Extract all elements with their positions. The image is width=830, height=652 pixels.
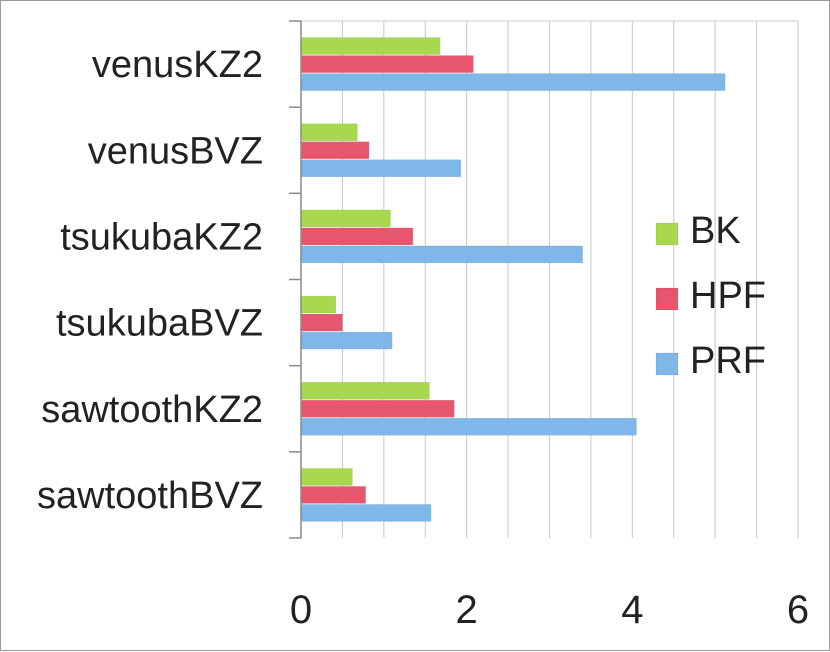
bar-bk-venusBVZ (300, 123, 358, 141)
bar-prf-sawtoothBVZ (300, 504, 432, 522)
bar-hpf-tsukubaBVZ (300, 313, 343, 332)
bar-hpf-venusKZ2 (300, 55, 474, 73)
category-label: sawtoothBVZ (37, 475, 263, 517)
bar-prf-venusKZ2 (300, 73, 726, 91)
category-label: tsukubaBVZ (56, 303, 263, 345)
bar-prf-venusBVZ (300, 159, 462, 177)
axes (289, 20, 302, 539)
legend-swatch-prf (655, 352, 679, 376)
bar-hpf-venusBVZ (300, 141, 370, 159)
legend: BK HPF PRF (655, 210, 766, 382)
x-tick-label: 2 (456, 588, 478, 632)
bar-bk-tsukubaKZ2 (300, 209, 391, 228)
bar-hpf-sawtoothKZ2 (300, 400, 455, 418)
bar-bk-sawtoothBVZ (300, 468, 353, 486)
bar-prf-tsukubaBVZ (300, 331, 393, 350)
legend-swatch-hpf (655, 287, 679, 311)
x-tick-labels: 0 2 4 6 (290, 588, 809, 632)
legend-label-hpf: HPF (690, 275, 766, 317)
x-tick-label: 4 (621, 588, 643, 632)
category-label: venusKZ2 (92, 44, 263, 86)
bar-bk-tsukubaBVZ (300, 295, 337, 314)
category-label: sawtoothKZ2 (41, 389, 263, 431)
legend-label-bk: BK (690, 210, 741, 252)
bar-bk-venusKZ2 (300, 37, 441, 55)
bar-hpf-sawtoothBVZ (300, 486, 366, 504)
category-label: venusBVZ (88, 130, 263, 172)
bar-prf-tsukubaKZ2 (300, 245, 583, 264)
grid-lines (301, 20, 799, 538)
legend-swatch-bk (655, 222, 679, 246)
x-tick-label: 0 (290, 588, 312, 632)
bar-bk-sawtoothKZ2 (300, 382, 430, 400)
bar-prf-sawtoothKZ2 (300, 418, 637, 436)
bars (300, 37, 726, 522)
legend-label-prf: PRF (690, 340, 766, 382)
bar-hpf-tsukubaKZ2 (300, 227, 414, 246)
category-labels: venusKZ2 venusBVZ tsukubaKZ2 tsukubaBVZ sawt… (37, 44, 263, 517)
category-label: tsukubaKZ2 (60, 216, 263, 258)
x-tick-label: 6 (787, 588, 809, 632)
